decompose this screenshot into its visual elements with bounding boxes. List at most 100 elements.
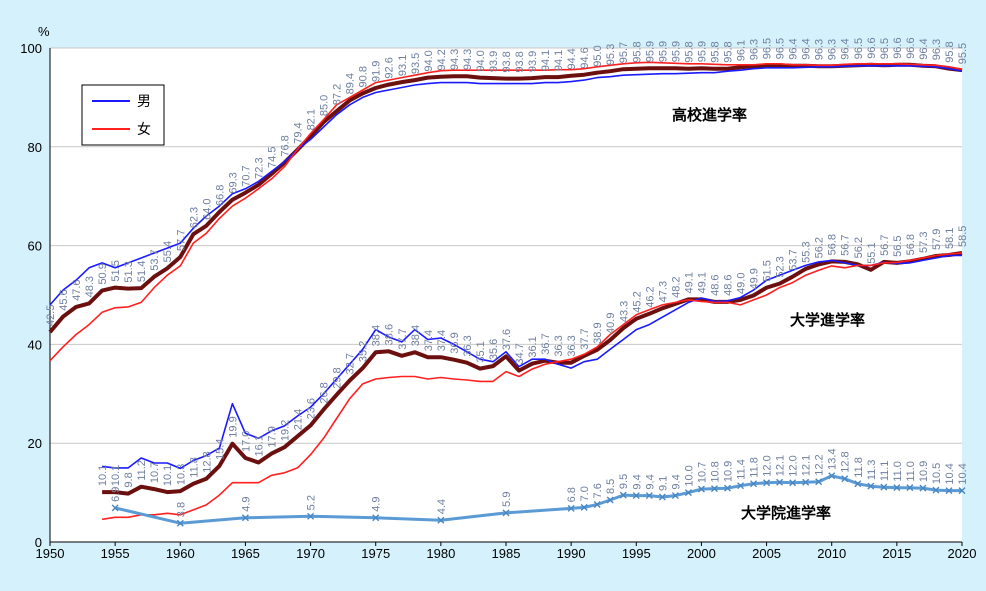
- graduate-point-marker: [307, 512, 315, 520]
- data-label: 74.5: [266, 147, 278, 168]
- data-label: 55.1: [866, 242, 878, 263]
- data-label: 5.9: [501, 492, 513, 507]
- graduate-point-marker: [789, 479, 797, 487]
- data-label: 51.3: [123, 261, 135, 282]
- data-label: 11.8: [188, 457, 200, 478]
- data-label: 11.2: [136, 460, 148, 481]
- data-label: 56.8: [905, 234, 917, 255]
- data-label: 94.3: [449, 49, 461, 70]
- data-label: 12.2: [814, 454, 826, 475]
- data-label: 94.4: [566, 48, 578, 69]
- data-label: 36.1: [527, 336, 539, 357]
- graduate-point-marker: [828, 472, 836, 480]
- data-label: 10.0: [683, 465, 695, 486]
- data-label: 66.8: [214, 185, 226, 206]
- data-label: 17.9: [266, 426, 278, 447]
- data-label: 9.4: [670, 474, 682, 489]
- data-label: 56.2: [814, 237, 826, 258]
- data-label: 95.5: [957, 43, 969, 64]
- x-tick-label: 1995: [622, 546, 651, 561]
- data-label: 72.3: [253, 157, 265, 178]
- data-label: 7.0: [579, 486, 591, 501]
- series-line-uni-total: [102, 251, 963, 496]
- data-labels: 42.545.6 47.6 48.350.9 51.5 51.3 51.453.7 55.4…: [45, 37, 969, 517]
- series-line-uni-male: [102, 254, 962, 470]
- data-label: 96.4: [801, 38, 813, 59]
- data-label: 36.7: [540, 333, 552, 354]
- graduate-point-marker: [567, 504, 575, 512]
- graduate-point-marker: [710, 485, 718, 493]
- data-label: 12.0: [788, 455, 800, 476]
- data-label: 10.4: [957, 463, 969, 484]
- graduate-point-marker: [671, 492, 679, 500]
- data-label: 11.8: [749, 457, 761, 478]
- data-label: 90.8: [358, 66, 370, 87]
- data-label: 93.9: [488, 51, 500, 72]
- data-label: 85.0: [319, 95, 331, 116]
- data-label: 16.1: [253, 435, 265, 456]
- data-label: 94.6: [579, 47, 591, 68]
- graduate-point-marker: [763, 479, 771, 487]
- data-label: 53.7: [149, 249, 161, 270]
- data-label: 49.1: [683, 272, 695, 293]
- data-label: 96.4: [788, 38, 800, 59]
- graduate-point-marker: [684, 489, 692, 497]
- data-label: 94.2: [436, 49, 448, 70]
- x-tick-label: 1960: [166, 546, 195, 561]
- series-line-hs-total: [48, 62, 963, 334]
- data-label: 95.8: [683, 41, 695, 62]
- data-label: 36.3: [566, 335, 578, 356]
- annotation-high-school: 高校進学率: [672, 106, 747, 124]
- data-label: 9.5: [618, 474, 630, 489]
- data-label: 93.9: [527, 51, 539, 72]
- data-label: 37.7: [397, 328, 409, 349]
- annotation-university: 大学進学率: [790, 311, 865, 329]
- data-label: 94.0: [423, 50, 435, 71]
- graduate-point-marker: [372, 514, 380, 522]
- x-tick-label: 2000: [687, 546, 716, 561]
- data-label: 26.8: [319, 382, 331, 403]
- x-tick-label: 1985: [492, 546, 521, 561]
- axes: 0 20 40 60 80 100 1950 1955 1960 1965 1970 1975 1980…: [20, 41, 976, 561]
- data-label: 35.6: [488, 339, 500, 360]
- data-label: 94.1: [540, 50, 552, 71]
- data-label: 11.0: [905, 461, 917, 482]
- data-label: 10.9: [918, 461, 930, 482]
- graduate-point-marker: [580, 503, 588, 511]
- data-label: 4.9: [371, 496, 383, 511]
- data-label: 8.5: [605, 479, 617, 494]
- y-tick-label: 0: [35, 535, 42, 550]
- data-label: 10.9: [722, 461, 734, 482]
- data-label: 45.6: [58, 289, 70, 310]
- graduate-point-marker: [932, 486, 940, 494]
- data-label: 48.6: [722, 274, 734, 295]
- data-label: 10.1: [162, 465, 174, 486]
- data-label: 96.6: [905, 37, 917, 58]
- data-label: 6.8: [566, 487, 578, 502]
- data-label: 95.8: [709, 41, 721, 62]
- data-label: 19.9: [227, 416, 239, 437]
- data-label: 58.1: [944, 228, 956, 249]
- data-label: 11.8: [853, 457, 865, 478]
- x-tick-label: 2010: [817, 546, 846, 561]
- data-label: 57.3: [918, 232, 930, 253]
- series-line-uni-female: [101, 252, 963, 521]
- graduate-point-marker: [632, 492, 640, 500]
- data-label: 5.2: [306, 495, 318, 510]
- data-label: 4.9: [240, 496, 252, 511]
- data-label: 56.7: [879, 234, 891, 255]
- data-label: 3.8: [175, 502, 187, 517]
- data-label: 37.7: [579, 328, 591, 349]
- data-label: 21.4: [293, 409, 305, 430]
- data-label: 12.1: [801, 455, 813, 476]
- data-label: 10.3: [175, 464, 187, 485]
- data-label: 95.8: [722, 41, 734, 62]
- data-label: 95.0: [592, 45, 604, 66]
- data-label: 96.6: [866, 37, 878, 58]
- data-label: 53.7: [788, 249, 800, 270]
- data-label: 37.4: [436, 330, 448, 351]
- data-label: 69.3: [227, 172, 239, 193]
- data-label: 56.5: [892, 235, 904, 256]
- series-line-hs-female: [49, 61, 963, 362]
